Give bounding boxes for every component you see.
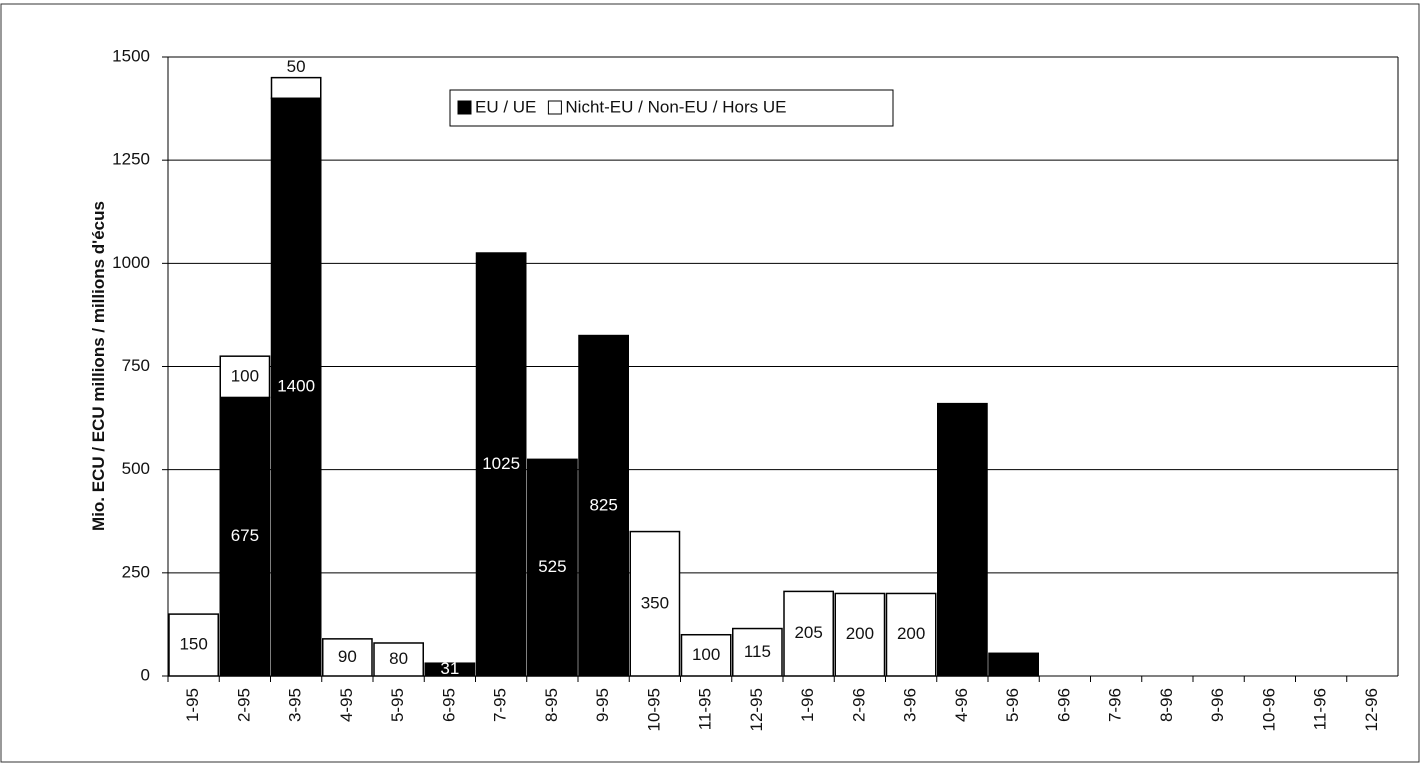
bar-segment [988,652,1039,677]
x-tick-label: 9-95 [593,688,612,722]
bar-segment [270,76,322,100]
x-tick-label: 10-95 [644,688,663,731]
bar-segment [475,252,527,677]
data-label: 90 [338,647,357,666]
bar-segment [168,613,219,677]
data-label: 200 [897,624,925,643]
x-tick-label: 6-95 [439,688,458,722]
legend-label: EU / UE [475,97,536,116]
bar-segment [270,97,322,677]
x-tick-label: 1-95 [183,688,202,722]
bar-segment [629,530,681,677]
data-label: 200 [846,624,874,643]
bar-segment [373,642,424,677]
data-label: 205 [794,623,822,642]
bar-segment [322,638,373,677]
data-label: 100 [692,645,720,664]
bar-segment [885,592,937,677]
y-tick-label: 500 [122,459,150,478]
legend-swatch [457,100,472,115]
x-tick-label: 12-96 [1362,688,1381,731]
x-tick-label: 10-96 [1259,688,1278,731]
x-tick-label: 3-96 [901,688,920,722]
x-tick-label: 7-96 [1106,688,1125,722]
x-tick-label: 8-96 [1157,688,1176,722]
legend-label: Nicht-EU / Non-EU / Hors UE [565,97,786,116]
legend-box [449,89,894,127]
chart-border [0,3,1420,763]
data-label: 115 [744,642,771,661]
x-tick-label: 6-96 [1054,688,1073,722]
y-tick-label: 250 [122,562,150,581]
x-tick-label: 5-95 [388,688,407,722]
x-tick-label: 11-95 [696,688,715,730]
data-label: 525 [538,557,566,576]
data-label: 31 [440,659,459,678]
y-tick-label: 1000 [112,253,150,272]
legend-swatch [547,100,562,115]
x-tick-label: 4-96 [952,688,971,722]
x-tick-label: 5-96 [1003,688,1022,722]
bar-segment [937,402,988,677]
x-tick-label: 7-95 [491,688,510,722]
x-tick-label: 2-95 [234,688,253,722]
data-label: 100 [231,366,259,385]
data-label: 825 [589,495,617,514]
y-tick-label: 750 [122,356,150,375]
x-tick-label: 8-95 [542,688,561,722]
y-tick-label: 1500 [112,46,150,65]
x-tick-label: 1-96 [798,688,817,722]
y-tick-label: 1250 [112,150,150,169]
data-label: 1400 [277,377,315,396]
x-tick-label: 9-96 [1208,688,1227,722]
data-label: 350 [641,593,669,612]
y-axis-title: Mio. ECU / ECU millions / millions d'écu… [89,201,108,531]
bar-segment [219,396,271,677]
x-tick-label: 2-96 [849,688,868,722]
x-tick-label: 12-95 [747,688,766,731]
data-label: 50 [287,57,306,76]
data-label: 150 [179,635,207,654]
bar-segment [680,633,732,677]
x-tick-label: 3-95 [286,688,305,722]
x-tick-label: 11-96 [1311,688,1330,730]
y-tick-label: 0 [141,665,150,684]
bar-segment [783,590,834,677]
data-label: 1025 [482,454,520,473]
x-tick-label: 4-95 [337,688,356,722]
bar-segment [527,458,578,677]
data-label: 80 [389,649,408,668]
data-label: 675 [231,526,259,545]
bar-segment [219,355,271,399]
